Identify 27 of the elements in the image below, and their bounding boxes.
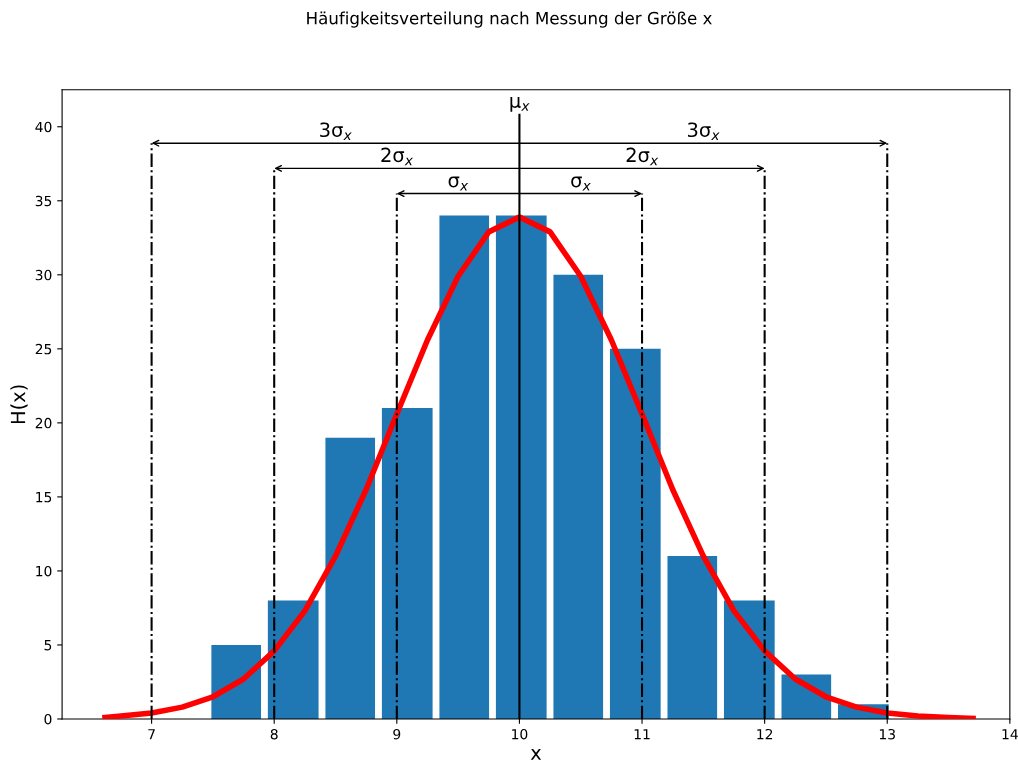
x-tick-label: 11 (634, 729, 650, 740)
x-tick-label: 7 (148, 729, 155, 740)
ref-line-label: μ$_{x}$ (510, 96, 530, 112)
x-tick-label: 14 (1002, 729, 1018, 740)
annotation: 2σ$_{x}$ (381, 147, 414, 166)
y-tick-label: 5 (44, 640, 52, 651)
annotation: 2σ$_{x}$ (626, 147, 659, 166)
y-tick-label: 25 (35, 343, 52, 355)
annotation: 3σ$_{x}$ (688, 122, 720, 140)
x-axis-title: x (530, 749, 542, 760)
y-tick-label: 15 (36, 492, 52, 503)
y-tick-label: 35 (35, 195, 52, 207)
annotation: σ$_{x}$ (448, 176, 469, 191)
x-tick-label: 13 (879, 728, 895, 740)
chart-title: Häufigkeitsverteilung nach Messung der Größe x (307, 11, 712, 28)
x-tick-label: 10 (512, 728, 528, 740)
y-tick-label: 0 (44, 713, 52, 725)
annotation: 3σ$_{x}$ (320, 122, 352, 140)
y-tick-label: 20 (35, 417, 52, 429)
y-tick-label: 30 (35, 269, 52, 281)
annotation: σ$_{x}$ (571, 176, 591, 191)
x-tick-label: 9 (393, 728, 401, 740)
x-tick-label: 12 (757, 728, 773, 740)
y-tick-label: 40 (35, 121, 52, 133)
y-axis-title: H(x) (10, 385, 28, 424)
x-tick-label: 8 (270, 728, 278, 740)
y-tick-label: 10 (36, 565, 52, 577)
